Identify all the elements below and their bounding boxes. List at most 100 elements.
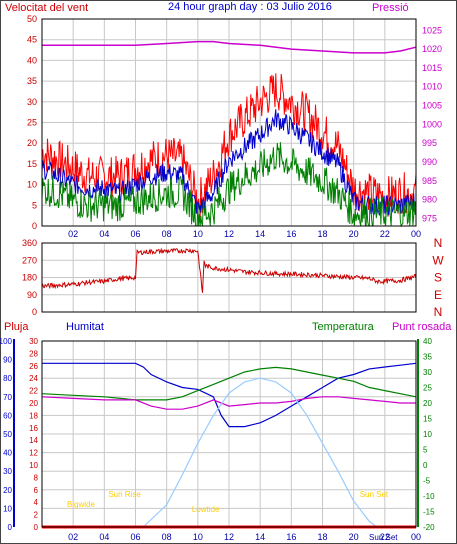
pressure-y-tick: 975 [422,213,437,223]
x-tick-label: 08 [162,229,172,239]
temperature-y-tick: 25 [423,384,432,393]
astro-annotation: Lowtide [192,505,220,514]
x-tick-label: 20 [349,532,359,542]
x-tick-label: 04 [99,229,109,239]
solar-line [142,377,378,528]
x-tick-label: 02 [68,229,78,239]
dewpoint-line [41,396,416,410]
wind-grid [42,18,417,227]
chart-title: 24 hour graph day : 03 Julio 2016 [168,1,332,13]
x-tick-label: 00 [411,532,421,542]
humidity-y-tick: 60 [3,411,12,420]
wind-axis-label: Velocitat del vent [5,2,88,14]
rain-y-tick: 12 [29,449,38,458]
wind-y-tick: 0 [32,221,37,231]
x-tick-label: 04 [99,532,109,542]
astro-annotation: Sun Rise [108,490,141,499]
wind-plot-frame [41,18,417,227]
x-tick-label: 12 [224,532,234,542]
x-tick-label: 16 [286,532,296,542]
compass-label: S [434,271,442,285]
wind-y-tick: 45 [27,35,37,45]
dewpoint-axis-label: Punt rosada [392,321,452,333]
wind-y-tick: 35 [27,76,37,86]
rain-y-tick: 4 [34,498,39,507]
x-tick-label: 20 [349,229,359,239]
temperature-axis-label: Temperatura [312,321,375,333]
wind-x-ticks: 02 04 06 08 10 12 14 16 18 20 22 00 [68,229,421,239]
x-tick-label: 14 [255,229,265,239]
x-tick-label: 08 [162,532,172,542]
pressure-y-tick: 990 [422,157,437,167]
compass-label: N [434,236,443,250]
rain-y-tick: 24 [29,374,38,383]
temperature-y-tick: 40 [423,337,432,346]
humidity-y-tick: 0 [8,523,13,532]
astro-annotation: Sun Set [369,533,398,542]
pressure-y-tick: 1020 [422,44,442,54]
direction-line [41,247,417,293]
humidity-y-tick: 100 [0,337,13,346]
pressure-y-tick: 995 [422,138,437,148]
pressure-line [42,40,417,54]
pressure-y-tick: 1010 [422,82,442,92]
pressure-y-ticks: 975 980 985 990 995 1000 1005 1010 1015 1020 1025 [422,25,442,223]
temperature-y-tick: 20 [423,399,432,408]
humidity-line [42,362,417,428]
rain-y-tick: 20 [29,399,38,408]
rain-y-tick: 8 [34,473,39,482]
wind-y-tick: 25 [27,118,37,128]
wind-y-tick: 10 [27,180,37,190]
wind-y-ticks: 0 5 10 15 20 25 30 35 40 45 50 [27,14,37,231]
temperature-y-tick: 15 [423,415,432,424]
pressure-axis-label: Pressió [372,2,409,14]
temperature-y-tick: 5 [423,446,428,455]
climate-plot-frame [41,340,417,528]
wind-y-tick: 30 [27,97,37,107]
astro-annotation: Bigwide [67,500,96,509]
humidity-y-tick: 50 [3,430,12,439]
rain-y-tick: 0 [34,523,39,532]
direction-plot-frame [41,242,417,313]
rain-y-tick: 10 [29,461,38,470]
rain-y-tick: 28 [29,349,38,358]
x-tick-label: 06 [130,229,140,239]
temperature-y-tick: -5 [423,477,431,486]
wind-y-tick: 50 [27,14,37,24]
rain-y-tick: 18 [29,411,38,420]
humidity-y-tick: 40 [3,449,12,458]
rain-axis-label: Pluja [4,321,29,333]
direction-series [41,247,417,293]
x-tick-label: 10 [193,532,203,542]
x-tick-label: 10 [193,229,203,239]
x-tick-label: 06 [130,532,140,542]
astro-annotation: Sun Set [360,490,389,499]
x-tick-label: 22 [380,532,390,542]
x-tick-label: 02 [68,532,78,542]
temperature-y-tick: -20 [423,523,435,532]
humidity-y-tick: 10 [3,504,12,513]
temperature-y-tick: 35 [423,353,432,362]
rain-y-tick: 6 [34,486,39,495]
rain-y-tick: 22 [29,387,38,396]
temperature-y-ticks: -20 -15 -10 -5 0 5 10 15 20 25 30 35 40 [423,337,435,532]
x-tick-label: 22 [380,229,390,239]
temperature-y-tick: -15 [423,508,435,517]
pressure-y-tick: 985 [422,176,437,186]
wind-y-tick: 20 [27,138,37,148]
x-tick-label: 16 [286,229,296,239]
humidity-y-tick: 20 [3,486,12,495]
x-tick-label: 14 [255,532,265,542]
compass-label: W [432,253,444,267]
climate-x-ticks: 02 04 06 08 10 12 14 16 18 20 22 00 [68,532,421,542]
humidity-y-ticks: 0 10 20 30 40 50 60 70 80 90 100 [0,337,13,532]
x-tick-label: 12 [224,229,234,239]
wind-avg-line [41,109,417,216]
climate-grid [42,340,417,528]
temperature-y-tick: 10 [423,430,432,439]
rain-y-tick: 26 [29,362,38,371]
direction-y-tick: 360 [22,238,37,248]
wind-y-tick: 5 [32,200,37,210]
